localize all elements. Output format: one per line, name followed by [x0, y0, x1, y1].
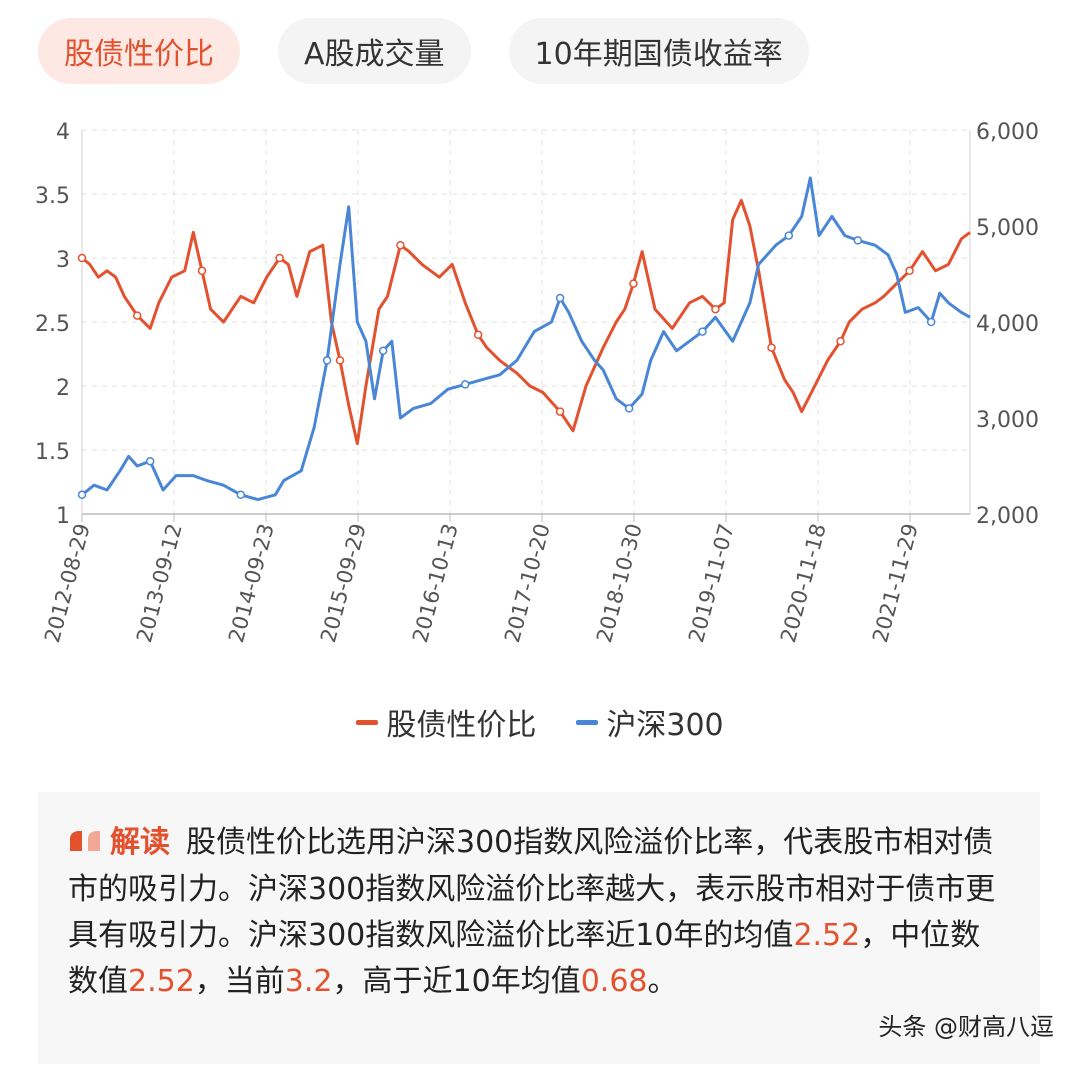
- y-left-tick-label: 1: [56, 504, 70, 529]
- series-2-point: [926, 317, 936, 327]
- interpretation-text-5: 。: [647, 963, 678, 999]
- y-right-tick-label: 2,000: [976, 504, 1039, 529]
- series-1-point: [836, 336, 845, 346]
- median-value: 2.52: [128, 963, 195, 999]
- series-2-point: [378, 346, 388, 356]
- x-tick-label: 2021-11-29: [868, 521, 923, 645]
- series-2-point: [460, 380, 470, 389]
- y-right-tick-label: 4,000: [976, 312, 1039, 337]
- interpretation-text-4: ，高于近10年均值: [332, 963, 581, 999]
- series-1-point: [197, 266, 207, 276]
- interpretation-title: 解读: [110, 825, 170, 860]
- y-left-tick-label: 1.5: [35, 440, 70, 465]
- x-tick-label: 2012-08-29: [40, 521, 95, 645]
- series-2-point: [784, 231, 794, 240]
- current-value: 3.2: [284, 963, 333, 999]
- y-left-tick-label: 2: [56, 376, 70, 401]
- series-2-point: [698, 327, 707, 336]
- interpretation-text-3: ，当前: [194, 963, 285, 999]
- tab-bar: 股债性价比 A股成交量 10年期国债收益率: [38, 18, 809, 84]
- legend-label-series1: 股债性价比: [386, 708, 537, 743]
- y-left-tick-label: 2.5: [35, 312, 70, 337]
- series-1-point: [396, 240, 405, 250]
- series-2-point: [77, 490, 87, 500]
- legend-item-series1[interactable]: 股债性价比: [356, 700, 536, 744]
- series-2-point: [624, 404, 634, 413]
- tab-10y-bond-yield[interactable]: 10年期国债收益率: [508, 18, 809, 84]
- interpretation-text-1: 股债性价比选用沪深300指数风险溢价比率，代表股市相对债市的吸引力。沪深300指…: [68, 825, 996, 953]
- mean-value: 2.52: [793, 917, 861, 953]
- tab-a-share-volume[interactable]: A股成交量: [278, 18, 471, 84]
- x-tick-label: 2020-11-18: [776, 521, 831, 645]
- series-1-point: [275, 253, 284, 263]
- series-1-point: [132, 311, 142, 320]
- series-2-point: [322, 356, 332, 365]
- y-left-tick-label: 3.5: [35, 184, 70, 209]
- legend-label-series2: 沪深300: [606, 708, 724, 743]
- x-tick-label: 2014-09-23: [224, 521, 279, 645]
- watermark: 头条 @财高八逗: [878, 1013, 1054, 1041]
- legend-swatch-series1: [356, 719, 379, 725]
- interpretation-text-2: ，中位数数值: [68, 917, 981, 999]
- series-1-point: [905, 266, 914, 276]
- line-chart: 4 3.5 3 2.5 2 1.5 1 6,000 5,000 4,000 3,000 2,000 20…: [35, 120, 1039, 645]
- series-1-point: [473, 330, 483, 340]
- series-1-point: [555, 407, 565, 416]
- y-left-tick-label: 3: [56, 248, 70, 273]
- series-line-2: [81, 176, 971, 502]
- quote-icon: [68, 821, 104, 867]
- legend-swatch-series2: [576, 719, 599, 725]
- y-right-tick-label: 3,000: [976, 408, 1039, 433]
- series-1-point: [767, 343, 776, 352]
- series-1-point: [711, 304, 720, 314]
- y-right-tick-label: 5,000: [976, 216, 1039, 241]
- interpretation-panel: 解读 股债性价比选用沪深300指数风险溢价比率，代表股市相对债市的吸引力。沪深30…: [38, 792, 1040, 1064]
- series-2-point: [853, 236, 863, 245]
- series-2-point: [555, 293, 565, 303]
- x-tick-label: 2018-10-30: [592, 521, 647, 645]
- x-tick-label: 2019-11-07: [684, 521, 739, 645]
- series-1-point: [77, 253, 87, 263]
- series-2-point: [145, 456, 155, 466]
- x-tick-label: 2017-10-20: [500, 521, 555, 645]
- series-1-point: [629, 279, 638, 288]
- tab-stock-bond-ratio[interactable]: 股债性价比: [38, 18, 240, 84]
- chart-legend: 股债性价比 沪深300: [0, 700, 1080, 744]
- x-tick-label: 2016-10-13: [408, 521, 463, 645]
- y-left-tick-label: 4: [56, 120, 70, 145]
- series-1-point: [335, 356, 345, 365]
- x-tick-label: 2013-09-12: [132, 521, 187, 645]
- legend-item-series2[interactable]: 沪深300: [576, 700, 724, 744]
- difference-value: 0.68: [580, 963, 648, 999]
- series-2-point: [236, 490, 246, 500]
- y-right-tick-label: 6,000: [976, 120, 1039, 145]
- x-tick-label: 2015-09-29: [316, 521, 371, 645]
